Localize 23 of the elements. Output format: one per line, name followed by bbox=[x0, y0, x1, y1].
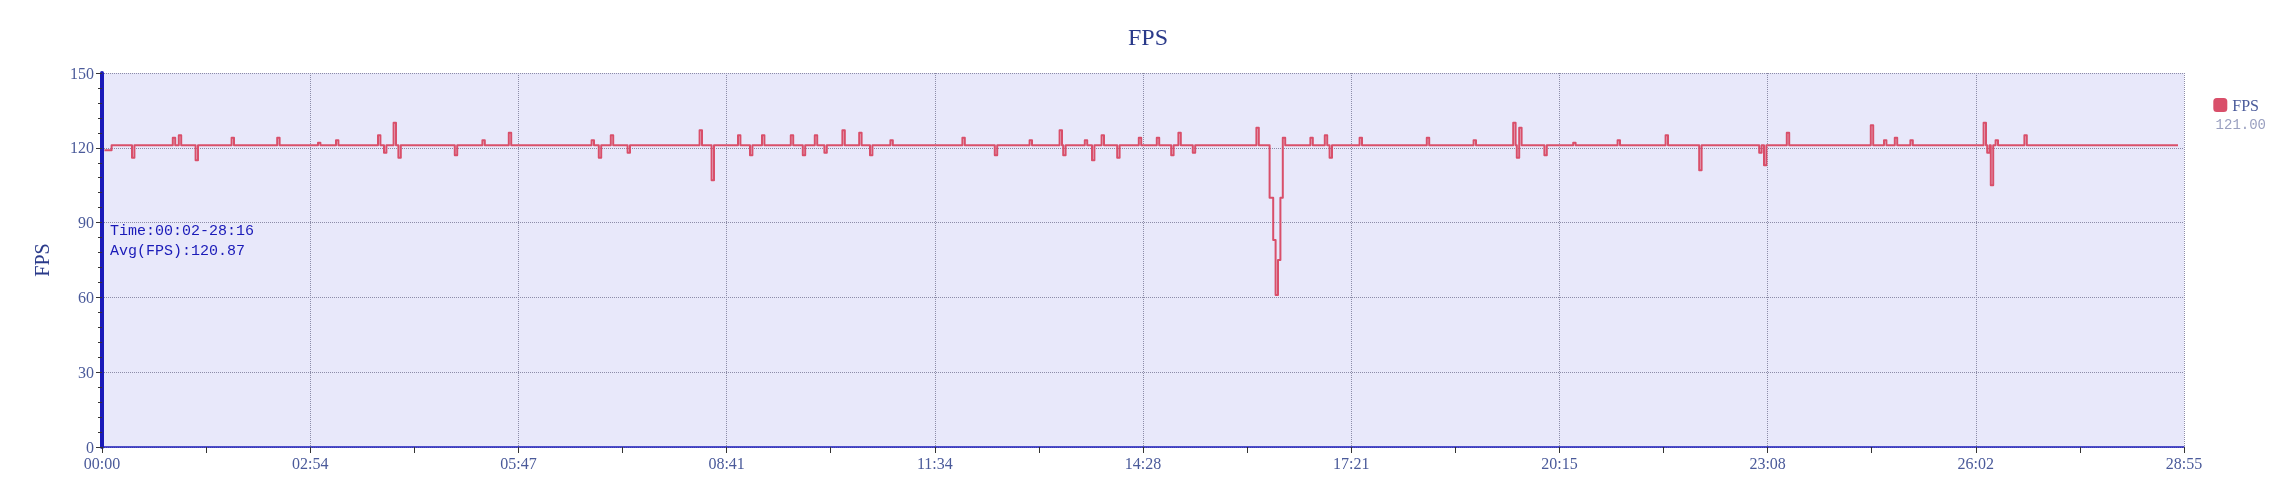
x-tick-label: 20:15 bbox=[1541, 454, 1578, 472]
x-tick-label: 23:08 bbox=[1749, 454, 1786, 472]
chart-title: FPS bbox=[1127, 24, 1169, 50]
x-tick-label: 28:55 bbox=[2165, 454, 2203, 472]
x-tick-label: 02:54 bbox=[291, 454, 329, 472]
annotation: Time:00:02-28:16 bbox=[110, 223, 255, 240]
x-tick-label: 05:47 bbox=[500, 454, 537, 472]
x-tick-label: 14:28 bbox=[1124, 454, 1162, 472]
x-tick-label: 00:00 bbox=[83, 454, 121, 472]
x-tick-label: 17:21 bbox=[1332, 454, 1370, 472]
y-tick-label: 120 bbox=[70, 139, 94, 157]
y-tick-label: 150 bbox=[70, 64, 94, 82]
annotation: Avg(FPS):120.87 bbox=[110, 243, 246, 260]
text: 121.00 bbox=[2215, 117, 2267, 133]
x-tick-label: 26:02 bbox=[1957, 454, 1995, 472]
legend-label: FPS bbox=[2232, 96, 2260, 114]
y-axis-title: FPS bbox=[31, 243, 53, 277]
y-tick-label: 60 bbox=[78, 288, 94, 306]
y-tick-label: 0 bbox=[86, 438, 94, 456]
x-tick-label: 11:34 bbox=[916, 454, 953, 472]
y-tick-label: 90 bbox=[78, 214, 94, 232]
x-tick-label: 08:41 bbox=[708, 454, 745, 472]
y-tick-label: 30 bbox=[78, 363, 94, 381]
